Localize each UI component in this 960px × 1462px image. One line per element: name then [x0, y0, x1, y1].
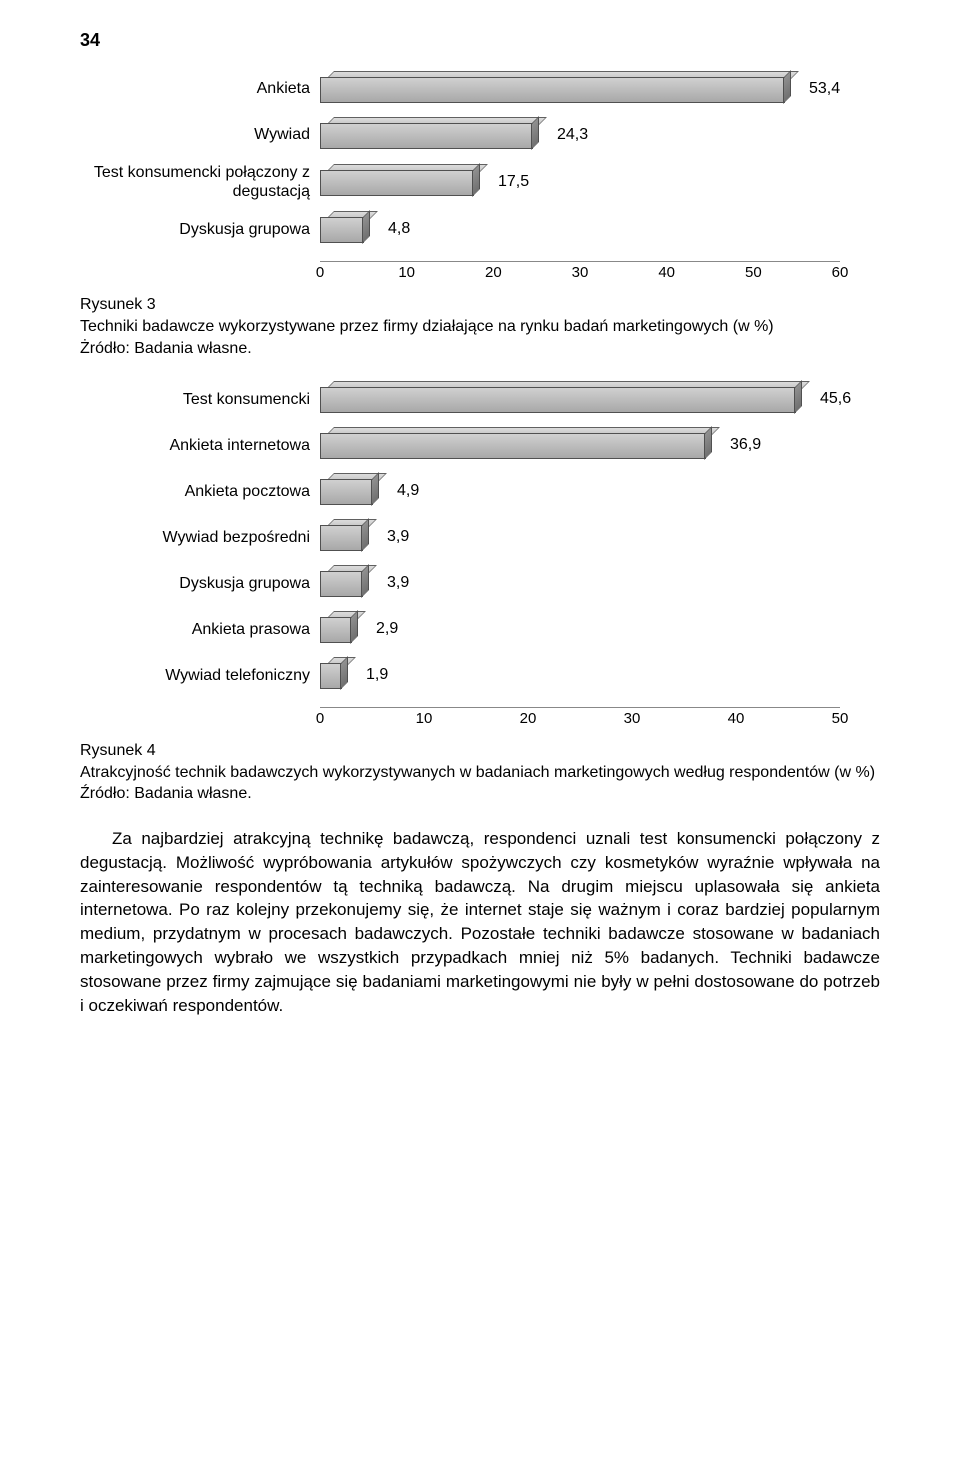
chart1-bar [320, 123, 531, 147]
chart2-value: 36,9 [730, 436, 761, 454]
chart1-value: 17,5 [498, 173, 529, 191]
chart2-bar-area: 3,9 [320, 519, 880, 555]
chart2-value: 1,9 [366, 666, 388, 684]
chart2-value: 45,6 [820, 390, 851, 408]
chart1-bar [320, 170, 472, 194]
chart2-row: Ankieta pocztowa 4,9 [80, 473, 880, 509]
chart2-bar [320, 663, 340, 687]
chart2-tick: 20 [520, 710, 537, 727]
chart2-value: 2,9 [376, 620, 398, 638]
chart1-tick: 50 [745, 264, 762, 281]
chart1-row: Dyskusja grupowa 4,8 [80, 211, 880, 247]
chart-2: Test konsumencki 45,6 Ankieta internetowa 3… [80, 381, 880, 730]
chart-2-axis: 01020304050 [320, 707, 840, 730]
chart1-label: Test konsumencki połączony z degustacją [80, 163, 320, 201]
figure-4-caption: Rysunek 4 Atrakcyjność technik badawczyc… [80, 740, 880, 805]
page: 34 Ankieta 53,4 Wywiad 24,3 Test konsumencki… [0, 0, 960, 1074]
chart2-label: Wywiad bezpośredni [80, 528, 320, 547]
chart2-row: Wywiad telefoniczny 1,9 [80, 657, 880, 693]
chart2-bar-area: 2,9 [320, 611, 880, 647]
figure-4-number: Rysunek 4 [80, 740, 880, 762]
body-paragraph: Za najbardziej atrakcyjną technikę badaw… [80, 827, 880, 1017]
chart1-row: Wywiad 24,3 [80, 117, 880, 153]
chart2-row: Ankieta internetowa 36,9 [80, 427, 880, 463]
chart2-label: Ankieta pocztowa [80, 482, 320, 501]
chart1-label: Dyskusja grupowa [80, 220, 320, 239]
chart2-bar [320, 571, 361, 595]
chart2-row: Wywiad bezpośredni 3,9 [80, 519, 880, 555]
chart1-tick: 40 [658, 264, 675, 281]
chart2-bar-area: 45,6 [320, 381, 880, 417]
chart2-value: 3,9 [387, 574, 409, 592]
chart2-bar-area: 4,9 [320, 473, 880, 509]
chart2-row: Ankieta prasowa 2,9 [80, 611, 880, 647]
chart1-value: 53,4 [809, 80, 840, 98]
chart1-label: Wywiad [80, 125, 320, 144]
chart1-row: Test konsumencki połączony z degustacją 1… [80, 163, 880, 201]
chart2-label: Ankieta prasowa [80, 620, 320, 639]
chart1-bar [320, 77, 783, 101]
chart2-bar-area: 3,9 [320, 565, 880, 601]
chart1-value: 24,3 [557, 126, 588, 144]
chart1-label: Ankieta [80, 79, 320, 98]
chart1-bar [320, 217, 362, 241]
figure-3-number: Rysunek 3 [80, 294, 880, 316]
chart1-bar-area: 53,4 [320, 71, 880, 107]
chart1-bar-area: 4,8 [320, 211, 880, 247]
chart2-bar [320, 525, 361, 549]
chart1-tick: 60 [832, 264, 849, 281]
figure-3-text: Techniki badawcze wykorzystywane przez f… [80, 318, 774, 335]
chart1-tick: 30 [572, 264, 589, 281]
chart1-bar-area: 24,3 [320, 117, 880, 153]
chart2-bar [320, 617, 350, 641]
chart1-tick: 20 [485, 264, 502, 281]
chart1-tick: 10 [398, 264, 415, 281]
chart2-label: Dyskusja grupowa [80, 574, 320, 593]
chart2-tick: 10 [416, 710, 433, 727]
figure-4-source: Źródło: Badania własne. [80, 785, 252, 802]
chart1-bar-area: 17,5 [320, 164, 880, 200]
chart2-tick: 40 [728, 710, 745, 727]
chart2-label: Test konsumencki [80, 390, 320, 409]
figure-3-caption: Rysunek 3 Techniki badawcze wykorzystywa… [80, 294, 880, 359]
chart1-value: 4,8 [388, 220, 410, 238]
chart1-row: Ankieta 53,4 [80, 71, 880, 107]
chart2-bar [320, 387, 794, 411]
chart2-label: Ankieta internetowa [80, 436, 320, 455]
chart2-value: 4,9 [397, 482, 419, 500]
chart2-bar [320, 479, 371, 503]
chart-1: Ankieta 53,4 Wywiad 24,3 Test konsumencki po… [80, 71, 880, 284]
chart2-tick: 30 [624, 710, 641, 727]
chart2-value: 3,9 [387, 528, 409, 546]
chart2-bar [320, 433, 704, 457]
chart2-tick: 50 [832, 710, 849, 727]
chart-1-axis: 0102030405060 [320, 261, 840, 284]
chart2-label: Wywiad telefoniczny [80, 666, 320, 685]
chart2-bar-area: 1,9 [320, 657, 880, 693]
chart2-row: Dyskusja grupowa 3,9 [80, 565, 880, 601]
chart1-tick: 0 [316, 264, 324, 281]
figure-3-source: Żródło: Badania własne. [80, 340, 252, 357]
chart2-row: Test konsumencki 45,6 [80, 381, 880, 417]
figure-4-text: Atrakcyjność technik badawczych wykorzys… [80, 764, 875, 781]
chart2-tick: 0 [316, 710, 324, 727]
page-number: 34 [80, 30, 880, 51]
chart2-bar-area: 36,9 [320, 427, 880, 463]
